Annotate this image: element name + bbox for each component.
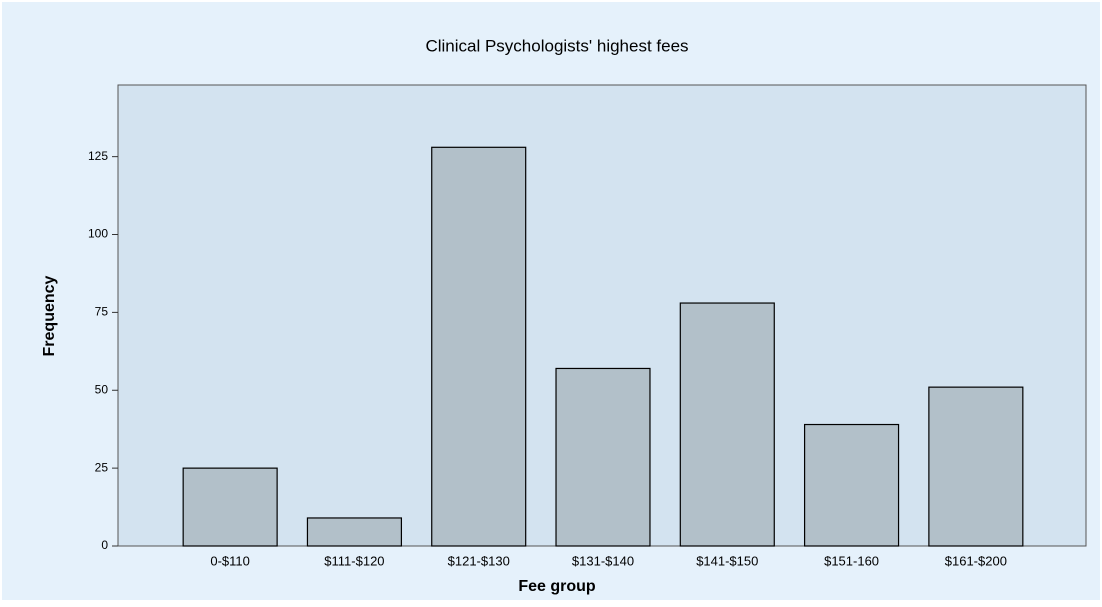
x-tick-label: 0-$110 bbox=[210, 553, 250, 568]
y-tick-label: 100 bbox=[88, 227, 108, 241]
y-tick-label: 75 bbox=[95, 305, 109, 319]
bar bbox=[431, 146, 527, 547]
x-tick-label: $161-$200 bbox=[945, 553, 1007, 568]
y-tick-label: 0 bbox=[101, 538, 108, 552]
y-axis-label: Frequency bbox=[41, 275, 58, 356]
x-tick-label: $121-$130 bbox=[448, 553, 510, 568]
bar bbox=[928, 386, 1024, 547]
bar bbox=[555, 367, 651, 547]
x-tick-label: $151-160 bbox=[824, 553, 879, 568]
bar bbox=[306, 517, 403, 547]
bar bbox=[679, 302, 775, 547]
y-tick-label: 125 bbox=[88, 149, 108, 163]
x-tick-label: $141-$150 bbox=[696, 553, 758, 568]
bar bbox=[803, 423, 900, 547]
y-tick-label: 25 bbox=[95, 460, 109, 474]
bar bbox=[182, 467, 278, 547]
x-tick-label: $131-$140 bbox=[572, 553, 634, 568]
x-axis-label: Fee group bbox=[518, 578, 596, 595]
x-tick-label: $111-$120 bbox=[324, 553, 384, 568]
chart-title: Clinical Psychologists' highest fees bbox=[425, 36, 688, 55]
y-tick-label: 50 bbox=[95, 382, 109, 396]
